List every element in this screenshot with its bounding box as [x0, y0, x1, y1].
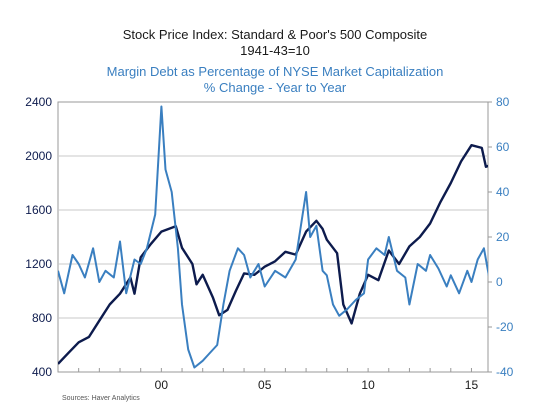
- source-note: Sources: Haver Analytics: [62, 395, 140, 402]
- chart-subtitle-line-1: Margin Debt as Percentage of NYSE Market…: [106, 64, 444, 79]
- x-axis-tick-label: 10: [361, 378, 375, 392]
- x-axis-tick-label: 00: [155, 378, 169, 392]
- left-axis-tick-label: 1600: [25, 203, 52, 217]
- x-axis-tick-label: 15: [465, 378, 479, 392]
- right-axis-tick-label: 80: [496, 95, 510, 109]
- right-axis-tick-label: -20: [496, 320, 514, 334]
- chart-title-line-1: Stock Price Index: Standard & Poor's 500…: [122, 27, 428, 42]
- left-axis-tick-label: 400: [32, 365, 52, 379]
- right-axis-tick-label: 0: [496, 275, 503, 289]
- series-line-margin-debt: [58, 105, 488, 369]
- right-axis-tick-label: 40: [496, 185, 510, 199]
- left-axis-tick-label: 2400: [25, 95, 52, 109]
- chart-subtitle-line-2: % Change - Year to Year: [203, 80, 347, 95]
- x-axis-tick-label: 05: [258, 378, 272, 392]
- left-axis-tick-label: 800: [32, 311, 52, 325]
- right-axis-tick-label: -40: [496, 365, 514, 379]
- right-axis-tick-label: 20: [496, 230, 510, 244]
- right-axis-tick-label: 60: [496, 140, 510, 154]
- series-line-sp500: [58, 144, 488, 365]
- left-axis-tick-label: 1200: [25, 257, 52, 271]
- chart-title-line-2: 1941-43=10: [240, 43, 310, 58]
- left-axis-tick-label: 2000: [25, 149, 52, 163]
- plot-frame: [57, 101, 489, 373]
